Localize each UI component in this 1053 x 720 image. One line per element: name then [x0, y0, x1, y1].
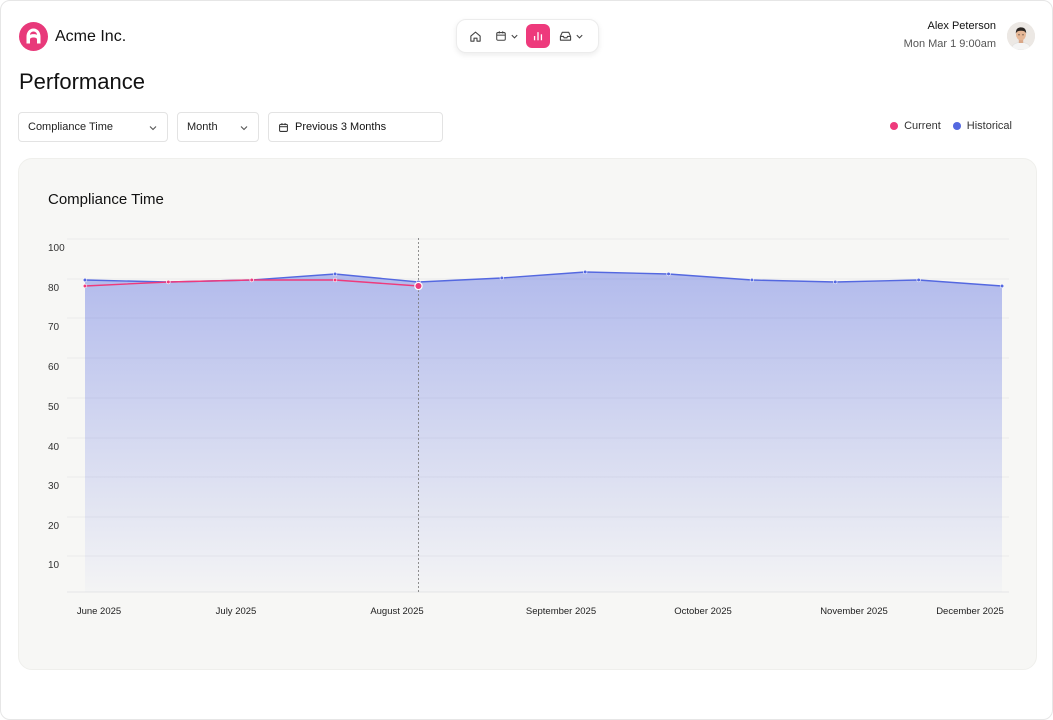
calendar-icon: [496, 31, 506, 41]
historical-point[interactable]: [499, 275, 504, 281]
y-tick-label: 20: [48, 521, 60, 532]
chart-card: Compliance Time 100 80 70 60 50 40 30 20 10 June …: [18, 158, 1037, 670]
user-avatar-icon: [1007, 22, 1035, 50]
y-tick-label: 100: [48, 243, 65, 254]
historical-point[interactable]: [332, 271, 338, 277]
current-point[interactable]: [249, 277, 254, 283]
date-range-value: Previous 3 Months: [295, 121, 387, 133]
legend-historical-swatch: [952, 122, 961, 130]
performance-chart-button[interactable]: [526, 24, 550, 48]
date-range-picker[interactable]: Previous 3 Months: [268, 112, 443, 142]
view-toolbar: [456, 19, 599, 53]
home-button[interactable]: [463, 24, 487, 48]
period-select-value: Month: [187, 121, 218, 133]
chevron-down-icon: [149, 126, 157, 131]
y-tick-label: 70: [48, 322, 60, 333]
legend-current[interactable]: Current: [890, 120, 941, 132]
compliance-time-chart[interactable]: 100 80 70 60 50 40 30 20 10 June 2025 July 2025 Aug…: [19, 159, 1038, 671]
user-info: Alex Peterson Mon Mar 1 9:00am: [904, 20, 996, 51]
x-tick-label: June 2025: [77, 606, 121, 617]
y-tick-label: 80: [48, 283, 60, 294]
legend-historical-label: Historical: [966, 120, 1012, 132]
x-tick-label: September 2025: [526, 606, 596, 617]
current-point[interactable]: [82, 283, 88, 289]
calendar-dropdown-button[interactable]: [490, 24, 524, 48]
legend-historical[interactable]: Historical: [952, 120, 1012, 132]
chevron-down-icon: [240, 126, 248, 131]
legend-current-swatch: [890, 122, 899, 130]
x-tick-label: December 2025: [936, 606, 1004, 617]
current-point[interactable]: [166, 279, 171, 285]
chart-legend: Current Historical: [890, 120, 1012, 132]
historical-point[interactable]: [833, 279, 838, 285]
x-tick-label: November 2025: [820, 606, 888, 617]
avatar[interactable]: [1007, 22, 1035, 50]
y-tick-label: 40: [48, 442, 60, 453]
historical-area: [85, 272, 1002, 592]
y-tick-label: 30: [48, 481, 60, 492]
y-tick-label: 60: [48, 362, 60, 373]
user-name: Alex Peterson: [927, 20, 996, 32]
brand-name: Acme Inc.: [55, 27, 127, 45]
chevron-down-icon: [511, 34, 518, 39]
historical-point[interactable]: [583, 269, 588, 275]
current-point[interactable]: [332, 277, 338, 283]
chevron-down-icon: [575, 34, 583, 39]
x-tick-label: July 2025: [216, 606, 257, 617]
current-point[interactable]: [414, 281, 423, 291]
historical-point[interactable]: [999, 283, 1005, 289]
page-title: Performance: [19, 69, 145, 94]
inbox-icon: [559, 31, 571, 41]
home-icon: [469, 31, 481, 42]
x-tick-label: October 2025: [674, 606, 732, 617]
metric-select[interactable]: Compliance Time: [18, 112, 168, 142]
brand[interactable]: Acme Inc.: [19, 22, 126, 51]
metric-select-value: Compliance Time: [28, 121, 113, 133]
inbox-dropdown-button[interactable]: [554, 24, 588, 48]
period-select[interactable]: Month: [177, 112, 259, 142]
bar-chart-icon: [533, 32, 543, 41]
current-date: Mon Mar 1 9:00am: [903, 38, 996, 50]
y-tick-label: 10: [48, 560, 60, 571]
legend-current-label: Current: [904, 120, 941, 132]
historical-point[interactable]: [916, 277, 921, 283]
y-tick-label: 50: [48, 402, 60, 413]
historical-point[interactable]: [82, 277, 88, 283]
x-tick-label: August 2025: [370, 606, 423, 617]
acme-logo-icon: [19, 22, 48, 51]
historical-point[interactable]: [749, 277, 755, 283]
chart-title: Compliance Time: [48, 191, 164, 208]
historical-point[interactable]: [666, 271, 671, 277]
calendar-icon: [279, 122, 288, 132]
